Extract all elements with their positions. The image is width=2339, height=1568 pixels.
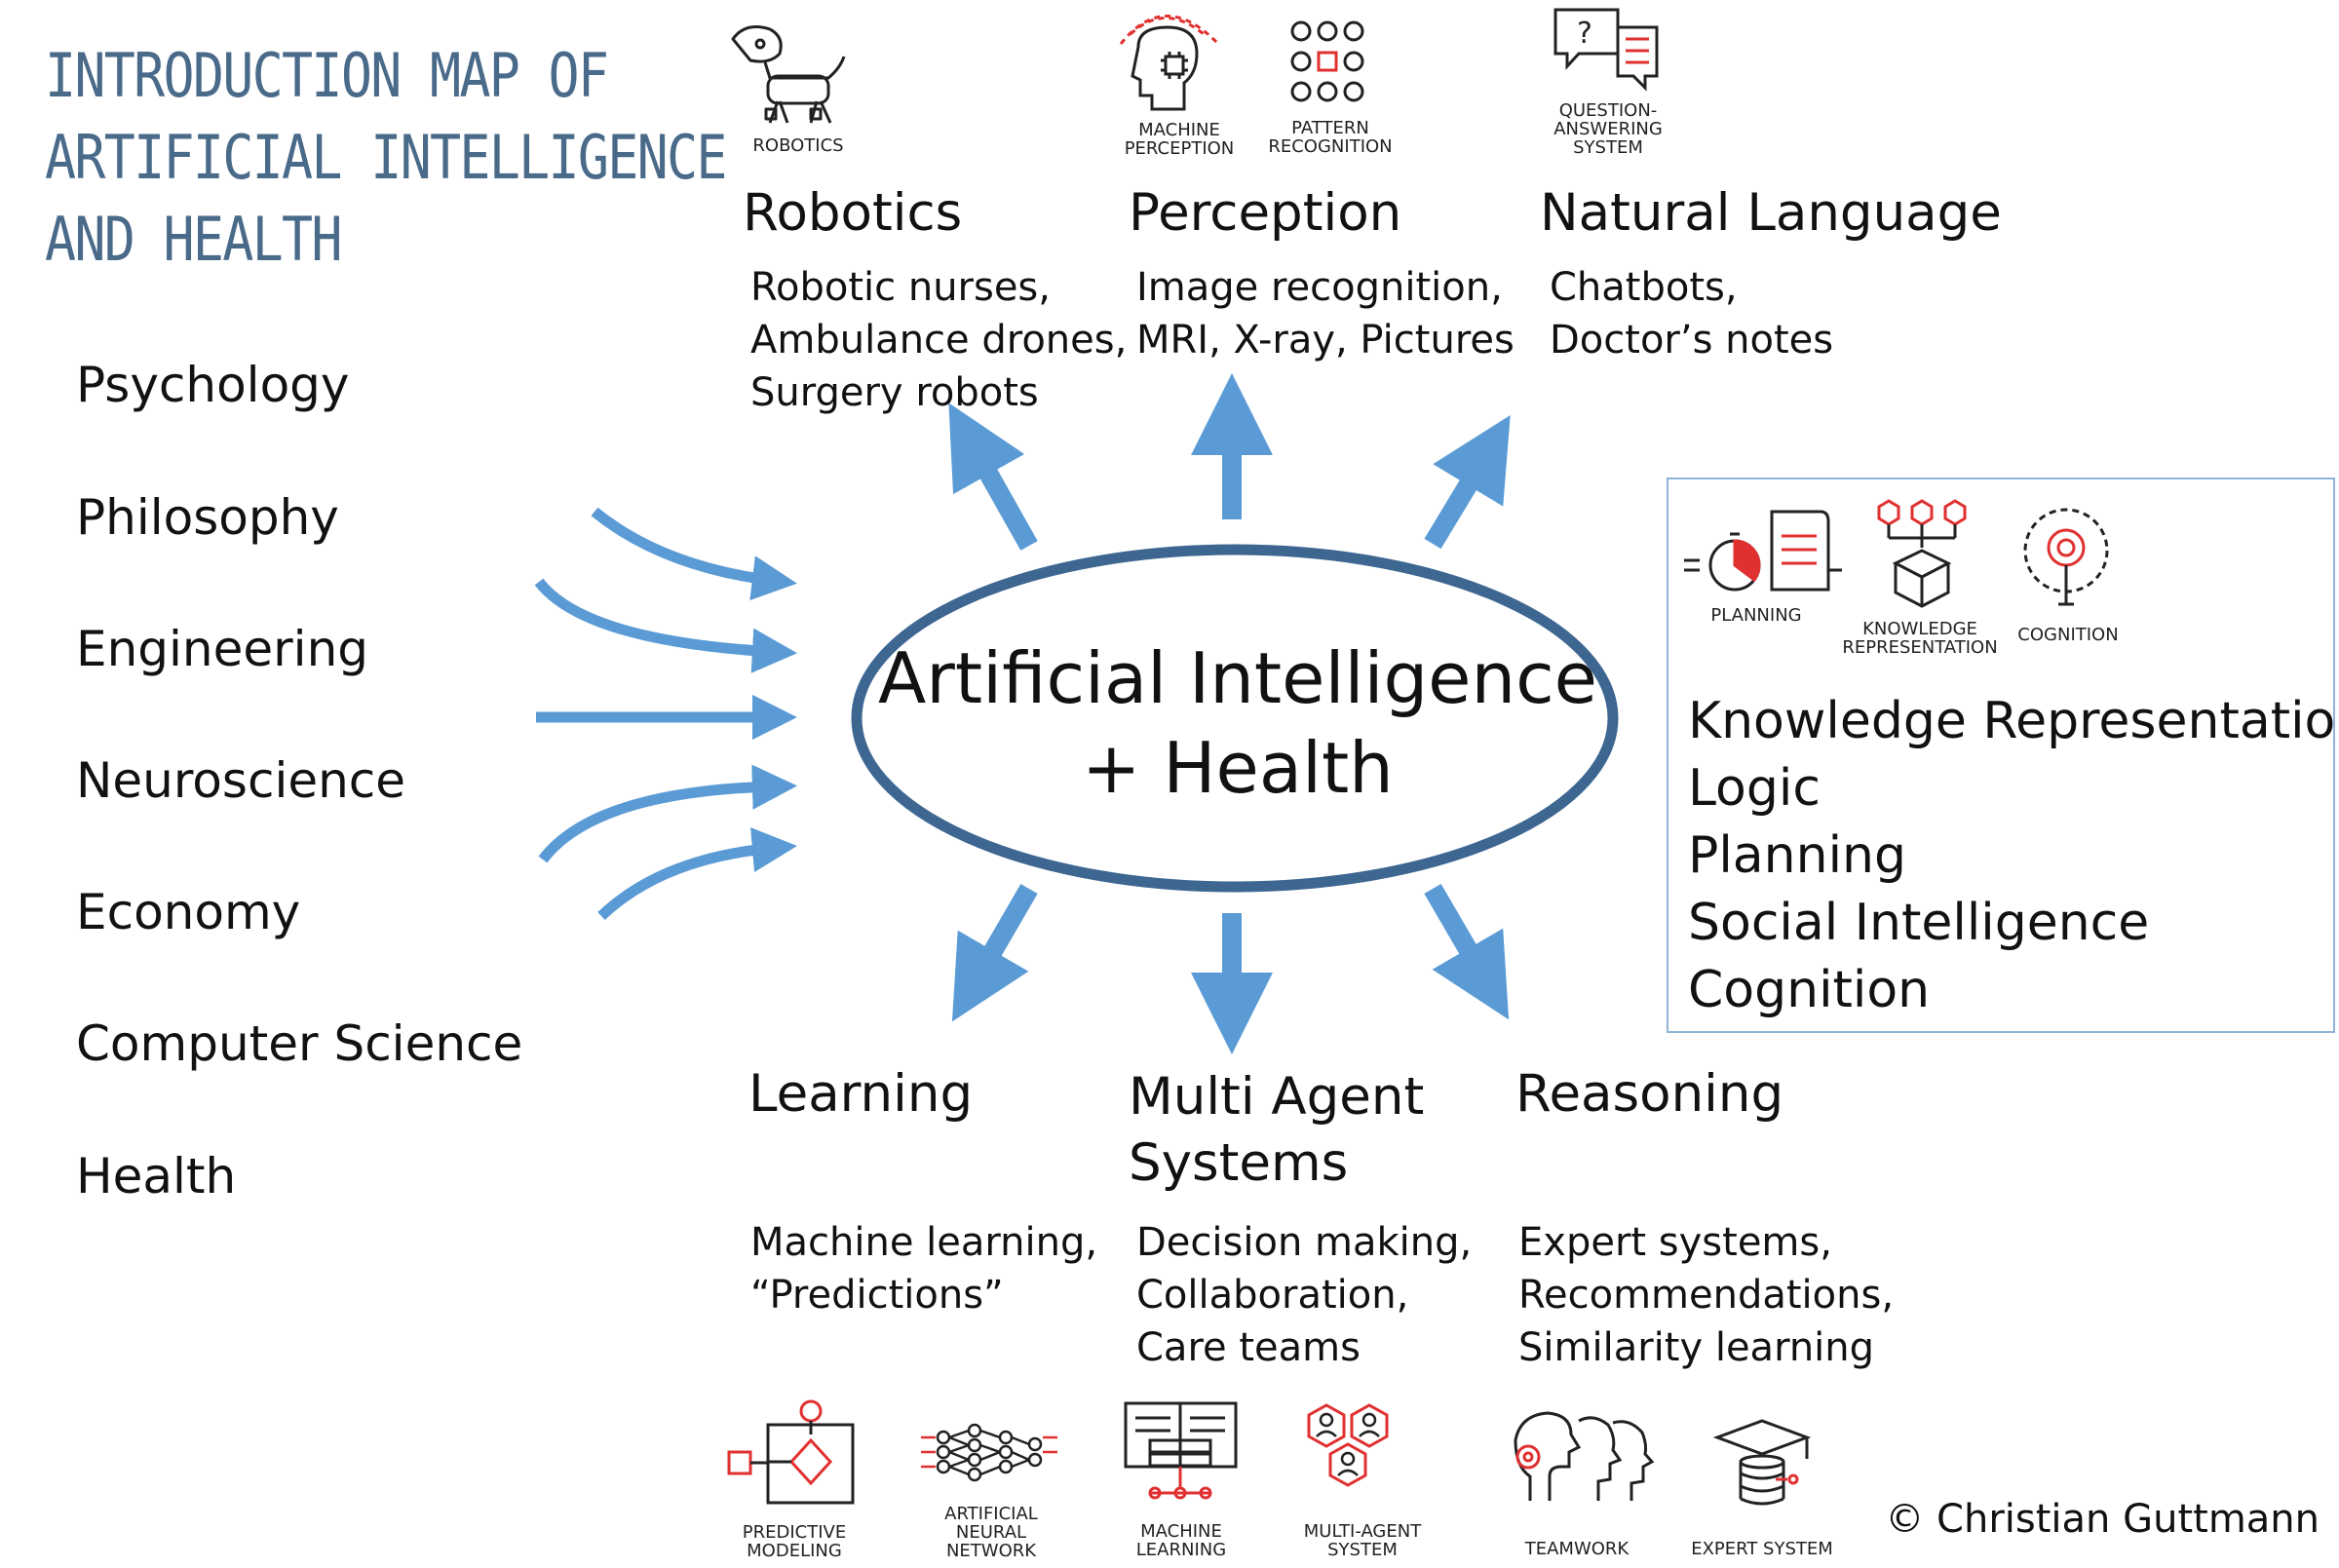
predictive-modeling-icon bbox=[727, 1399, 855, 1505]
branch-learning-heading: Learning bbox=[748, 1064, 974, 1124]
discipline-economy: Economy bbox=[76, 884, 301, 940]
planning-icon bbox=[1684, 510, 1842, 592]
expert-system-label: EXPERT SYSTEM bbox=[1691, 1539, 1833, 1559]
teamwork-label: TEAMWORK bbox=[1524, 1539, 1630, 1559]
kr-item-logic: Logic bbox=[1688, 759, 1821, 818]
machine-perception-label: MACHINE PERCEPTION bbox=[1124, 120, 1235, 159]
knowledge-representation-icon bbox=[1877, 499, 1967, 608]
cognition-icon bbox=[2023, 508, 2109, 606]
question-answering-icon: ? bbox=[1553, 8, 1659, 92]
planning-label: PLANNING bbox=[1710, 605, 1802, 626]
incoming-arrow-5 bbox=[597, 826, 798, 920]
branch-natural-language-heading: Natural Language bbox=[1540, 183, 2002, 243]
cognition-label: COGNITION bbox=[2017, 625, 2119, 645]
branch-reasoning-desc: Expert systems, Recommendations, Similar… bbox=[1518, 1220, 1895, 1370]
branch-perception-desc: Image recognition, MRI, X-ray, Pictures bbox=[1136, 265, 1515, 363]
teamwork-icon bbox=[1514, 1411, 1655, 1501]
incoming-arrow-2 bbox=[534, 578, 798, 673]
pattern-recognition-icon bbox=[1290, 20, 1364, 102]
multi-agent-system-label: MULTI-AGENT SYSTEM bbox=[1303, 1521, 1422, 1560]
branch-multi-agent-heading: Multi Agent Systems bbox=[1129, 1067, 1425, 1193]
knowledge-box bbox=[1667, 478, 2335, 1033]
branch-robotics-desc: Robotic nurses, Ambulance drones, Surger… bbox=[750, 265, 1128, 415]
discipline-computer-science: Computer Science bbox=[76, 1015, 523, 1072]
discipline-engineering: Engineering bbox=[76, 621, 368, 677]
page-title: INTRODUCTION MAP OF ARTIFICIAL INTELLIGE… bbox=[45, 40, 727, 275]
incoming-arrows bbox=[534, 507, 798, 920]
expert-system-icon bbox=[1712, 1419, 1812, 1506]
outgoing-arrows bbox=[948, 373, 1511, 1054]
branch-natural-language-desc: Chatbots, Doctor’s notes bbox=[1550, 265, 1834, 363]
kr-item-planning: Planning bbox=[1688, 826, 1906, 885]
arrow-to-reasoning bbox=[1424, 883, 1510, 1020]
discipline-psychology: Psychology bbox=[76, 357, 350, 413]
machine-learning-icon bbox=[1124, 1401, 1238, 1500]
arrow-to-robotics bbox=[948, 402, 1038, 551]
arrow-to-learning bbox=[951, 883, 1038, 1022]
arrow-to-natural-language bbox=[1424, 415, 1511, 550]
question-answering-label: QUESTION- ANSWERING SYSTEM bbox=[1553, 100, 1663, 158]
branch-perception-heading: Perception bbox=[1129, 183, 1402, 243]
incoming-arrow-4 bbox=[538, 764, 798, 863]
center-ellipse bbox=[851, 544, 1619, 893]
svg-text:?: ? bbox=[1577, 17, 1592, 51]
center-label: Artificial Intelligence + Health bbox=[878, 637, 1597, 809]
machine-learning-label: MACHINE LEARNING bbox=[1135, 1521, 1227, 1560]
machine-perception-icon bbox=[1119, 15, 1220, 111]
robot-dog-icon bbox=[731, 25, 846, 124]
branch-multi-agent-desc: Decision making, Collaboration, Care tea… bbox=[1136, 1220, 1473, 1370]
pattern-recognition-label: PATTERN RECOGNITION bbox=[1268, 118, 1393, 157]
multi-agent-system-icon bbox=[1307, 1403, 1389, 1487]
robotics-icon-label: ROBOTICS bbox=[752, 135, 844, 156]
copyright-notice: © Christian Guttmann bbox=[1885, 1497, 2320, 1542]
discipline-philosophy: Philosophy bbox=[76, 489, 339, 546]
kr-item-knowledge-representation: Knowledge Representation bbox=[1688, 692, 2339, 750]
neural-network-label: ARTIFICIAL NEURAL NETWORK bbox=[944, 1504, 1038, 1561]
discipline-health: Health bbox=[76, 1148, 237, 1205]
neural-network-icon bbox=[921, 1423, 1057, 1482]
branch-learning-desc: Machine learning, “Predictions” bbox=[750, 1220, 1098, 1318]
incoming-arrow-1 bbox=[591, 507, 797, 601]
kr-item-cognition: Cognition bbox=[1688, 961, 1931, 1019]
discipline-neuroscience: Neuroscience bbox=[76, 752, 406, 809]
branch-reasoning-heading: Reasoning bbox=[1515, 1064, 1784, 1124]
kr-item-social-intelligence: Social Intelligence bbox=[1688, 894, 2150, 952]
predictive-modeling-label: PREDICTIVE MODELING bbox=[742, 1522, 847, 1561]
branch-robotics-heading: Robotics bbox=[743, 183, 963, 243]
knowledge-representation-label: KNOWLEDGE REPRESENTATION bbox=[1842, 619, 1998, 658]
